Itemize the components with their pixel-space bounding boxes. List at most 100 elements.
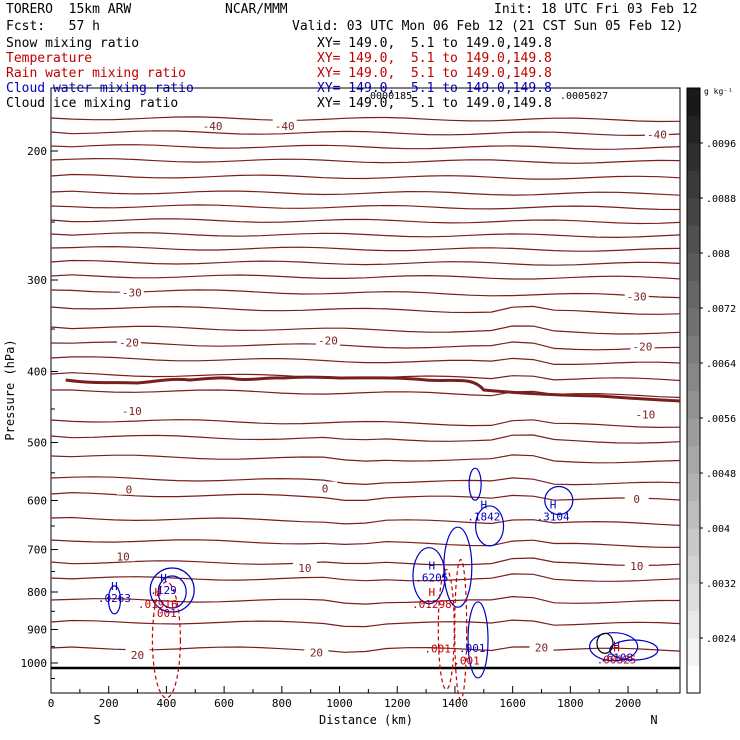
valid-label: Valid: 03 UTC Mon 06 Feb 12 (21 CST Sun …: [292, 19, 684, 34]
y-tick-label: 300: [27, 274, 47, 287]
isotherm-line: [50, 573, 681, 582]
temperature-contour-label: 10: [630, 560, 643, 573]
colorbar-tick-label: .0048: [706, 469, 736, 480]
high-marker: H: [429, 559, 436, 572]
colorbar-segment: [687, 115, 700, 144]
colorbar-tick-label: .004: [706, 524, 730, 535]
high-marker-value: .6205: [415, 571, 448, 584]
temperature-label-bg: [633, 407, 658, 420]
mixing-ratio-contour: [412, 547, 446, 605]
colorbar-segment: [687, 280, 700, 309]
isotherm-line: [50, 190, 681, 196]
temperature-label-bg: [313, 481, 338, 494]
y-tick-label: 1000: [21, 657, 48, 670]
field-temperature-xy: XY= 149.0, 5.1 to 149.0,149.8: [317, 51, 552, 66]
field-cloudice-label: Cloud ice mixing ratio: [6, 96, 179, 111]
isotherm-line: [50, 173, 681, 180]
high-marker: H: [613, 642, 620, 655]
isotherm-line: [50, 646, 681, 653]
temperature-contour-label: 0: [322, 483, 329, 496]
mixing-ratio-contour: [443, 526, 473, 608]
center-label: NCAR/MMM: [225, 2, 288, 17]
x-tick-label: 600: [214, 697, 234, 710]
x-tick-label: 0: [48, 697, 55, 710]
colorbar-segment: [687, 528, 700, 556]
high-marker-value: .0263: [98, 592, 131, 605]
x-tick-label: 1600: [499, 697, 526, 710]
temperature-contour-label: 10: [117, 550, 130, 563]
isotherm-line: [51, 389, 681, 399]
temperature-contour-label: -40: [647, 129, 667, 142]
colorbar-tick-label: .0032: [706, 579, 736, 590]
high-marker: H: [613, 639, 620, 652]
x-tick-label: 2000: [615, 697, 642, 710]
temperature-contour-label: -20: [633, 341, 653, 354]
high-marker-value: .1842: [467, 510, 500, 523]
y-tick-label: 600: [27, 494, 47, 507]
colorbar-segment: [687, 198, 700, 226]
y-tick-label: 900: [27, 623, 47, 636]
colorbar-segment: [687, 445, 700, 474]
colorbar-segment: [687, 308, 700, 336]
high-marker-value: .01916: [138, 598, 178, 611]
colorbar-tick-label: .0088: [706, 194, 736, 205]
temperature-contour-label: -40: [203, 120, 223, 133]
colorbar-segment: [687, 610, 700, 639]
field-rain-label: Rain water mixing ratio: [6, 66, 187, 81]
isotherm-line: [50, 454, 681, 464]
temperature-label-bg: [125, 647, 150, 660]
isotherm-line: [50, 218, 681, 225]
colorbar-segment: [687, 363, 700, 391]
colorbar-segment: [687, 143, 700, 171]
field-cloudice-xy: XY= 149.0, 5.1 to 149.0,149.8: [317, 96, 552, 111]
mixing-ratio-contour: [609, 639, 659, 661]
isotherm-line: [50, 341, 681, 351]
colorbar-segment: [687, 665, 700, 694]
isotherm-line: [50, 144, 681, 150]
y-tick-label: 800: [27, 586, 47, 599]
temperature-contour-label: 20: [131, 649, 144, 662]
mixing-ratio-contour-label: .001: [424, 643, 451, 656]
colorbar-tick-label: .0072: [706, 304, 736, 315]
isotherm-line: [50, 245, 681, 252]
x-tick-label: 1200: [384, 697, 411, 710]
isotherm-line: [50, 289, 681, 299]
isotherm-line: [50, 157, 681, 164]
mixing-ratio-contour: [467, 601, 489, 679]
high-marker: H: [160, 572, 167, 585]
high-marker: H: [429, 586, 436, 599]
mixing-ratio-contour: [596, 632, 614, 654]
colorbar-segment: [687, 555, 700, 584]
y-tick-label: 200: [27, 145, 47, 158]
colorbar-segment: [687, 170, 700, 199]
colorbar-segment: [687, 335, 700, 364]
mixing-ratio-contour: [151, 581, 182, 699]
x-axis-title: Distance (km): [319, 713, 413, 727]
mixing-ratio-contour-label: .001: [459, 642, 486, 655]
high-marker: H: [111, 580, 118, 593]
temperature-contour-label: -10: [122, 405, 142, 418]
mixing-ratio-contour-label: .001: [150, 607, 177, 620]
y-tick-label: 400: [27, 366, 47, 379]
temperature-contour-label: -20: [318, 335, 338, 348]
isotherm-line: [50, 434, 681, 444]
colorbar-segment: [687, 390, 700, 419]
field-snow-xy: XY= 149.0, 5.1 to 149.0,149.8: [317, 36, 552, 51]
temperature-label-bg: [304, 645, 329, 658]
high-marker-value: .6108: [600, 651, 633, 664]
temperature-contour-label: 20: [535, 641, 548, 654]
temperature-contour-label: 10: [298, 562, 311, 575]
mixing-ratio-contour: [544, 485, 574, 516]
x-tick-label: 400: [156, 697, 176, 710]
temperature-label-bg: [119, 285, 144, 298]
colorbar-segment: [687, 583, 700, 611]
isotherm-line: [50, 130, 681, 137]
high-marker-value: .00325: [597, 654, 637, 667]
x-tick-label: 1000: [326, 697, 353, 710]
colorbar-segment: [687, 225, 700, 254]
temperature-label-bg: [624, 289, 649, 302]
x-tick-label: 1800: [557, 697, 584, 710]
isotherm-line: [50, 539, 681, 548]
forecast-label: Fcst: 57 h: [6, 19, 100, 34]
